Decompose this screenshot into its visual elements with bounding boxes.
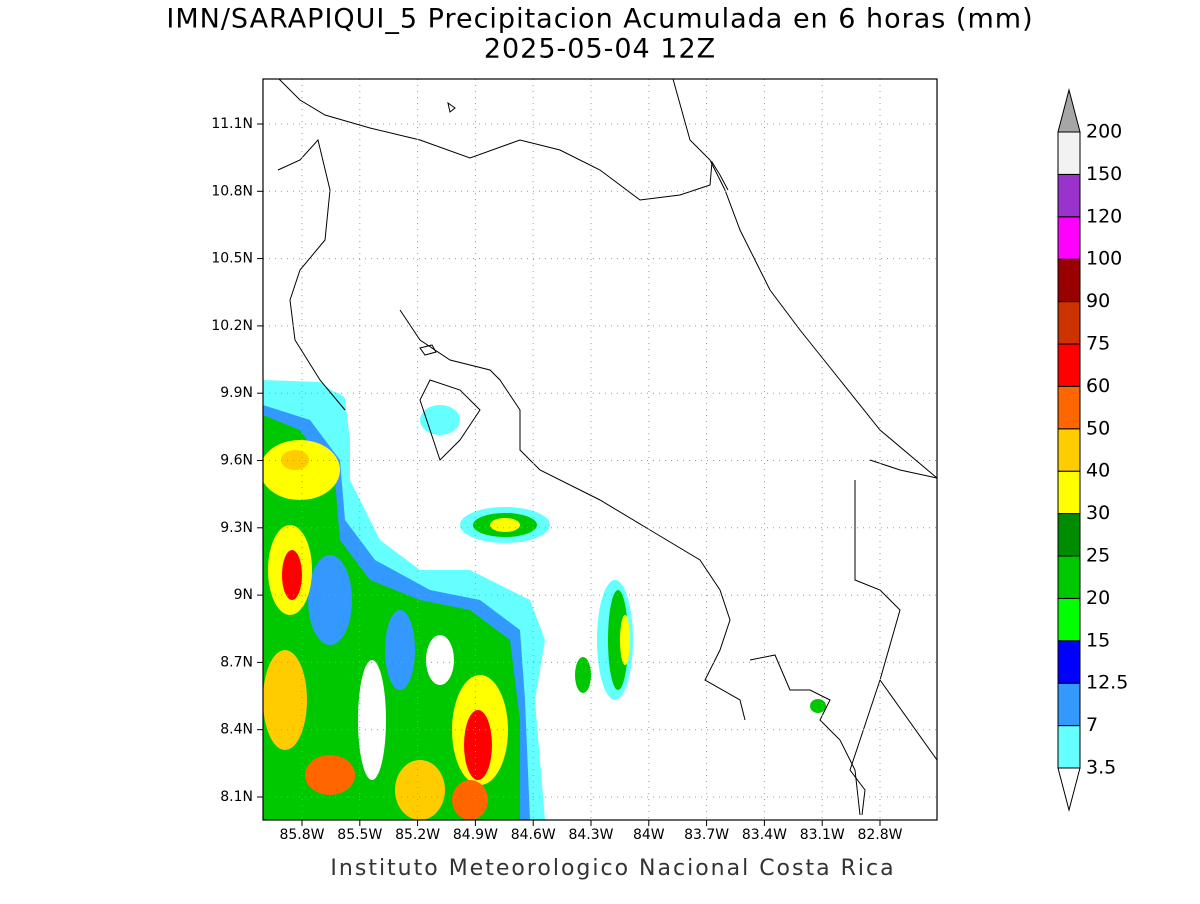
lat-label: 9N [234,587,253,603]
colorbar-box [1057,597,1081,642]
colorbar-box [1057,555,1081,599]
colorbar-label: 15 [1086,629,1110,651]
colorbar-label: 100 [1086,248,1122,270]
colorbar-label: 50 [1086,417,1110,439]
colorbar-under [1057,767,1081,812]
map-frame [262,78,938,821]
colorbar-over [1057,88,1081,133]
lon-label: 83.7W [684,827,729,843]
colorbar-box [1057,131,1081,175]
lat-label: 8.7N [220,654,253,670]
colorbar-label: 30 [1086,502,1110,524]
title: IMN/SARAPIQUI_5 Precipitacion Acumulada … [166,4,1033,35]
lon-label: 84.3W [568,827,613,843]
subtitle: 2025-05-04 12Z [484,34,716,65]
colorbar-box [1057,258,1081,303]
colorbar-box [1057,428,1081,472]
colorbar-label: 60 [1086,375,1110,397]
lat-label: 9.9N [220,385,253,401]
colorbar: 3.5 7 12.5 15 20 25 30 40 50 60 75 90 100 120 150 200 [1057,88,1128,812]
colorbar-label: 12.5 [1086,672,1128,694]
colorbar-box [1057,513,1081,557]
colorbar-box [1057,343,1081,387]
colorbar-box [1057,682,1081,727]
lon-label: 83.1W [800,827,845,843]
lon-label: 83.4W [742,827,787,843]
colorbar-box [1057,725,1081,769]
colorbar-box [1057,640,1081,684]
colorbar-box [1057,301,1081,345]
colorbar-label: 20 [1086,587,1110,609]
precip-field [263,380,826,820]
lon-label: 84.9W [453,827,498,843]
colorbar-box [1057,173,1081,218]
lat-label: 10.2N [211,318,253,334]
lon-label: 85.2W [395,827,440,843]
colorbar-box [1057,470,1081,515]
lat-label: 9.3N [220,520,253,536]
lon-label: 84W [633,827,665,843]
footer: Instituto Meteorologico Nacional Costa R… [330,856,895,881]
colorbar-label: 120 [1086,205,1122,227]
colorbar-label: 7 [1086,714,1098,736]
colorbar-label: 200 [1086,121,1122,143]
colorbar-label: 75 [1086,333,1110,355]
lat-label: 9.6N [220,453,253,469]
coastline [277,79,937,816]
lon-label: 85.8W [279,827,324,843]
colorbar-label: 25 [1086,545,1110,567]
lon-label: 85.5W [337,827,382,843]
colorbar-box [1057,216,1081,260]
lat-label: 11.1N [211,116,253,132]
colorbar-box [1057,385,1081,430]
lat-label: 8.1N [220,789,253,805]
colorbar-label: 40 [1086,460,1110,482]
graticule: 11.1N 10.8N 10.5N 10.2N 9.9N 9.6N 9.3N 9N 8.7N 8.… [211,79,937,843]
lat-label: 10.5N [211,251,253,267]
lat-label: 10.8N [211,183,253,199]
colorbar-label: 90 [1086,290,1110,312]
lon-label: 82.8W [857,827,902,843]
lat-label: 8.4N [220,722,253,738]
colorbar-label: 3.5 [1086,757,1116,779]
colorbar-label: 150 [1086,163,1122,185]
lon-label: 84.6W [511,827,556,843]
